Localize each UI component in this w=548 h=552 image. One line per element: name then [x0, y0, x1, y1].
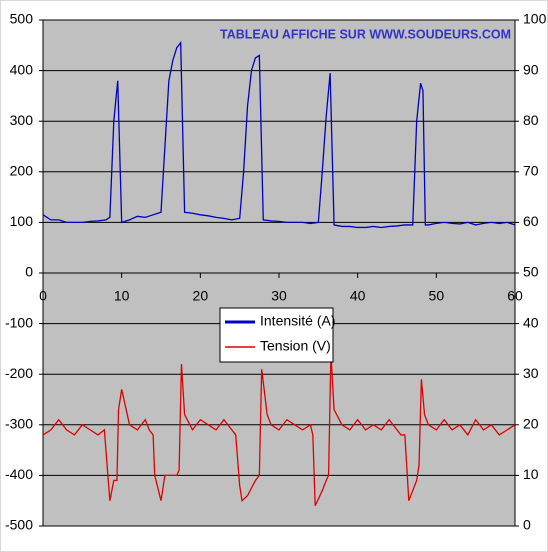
series-line: [42, 40, 516, 229]
y-tick-label: 0: [25, 264, 33, 280]
series-line: [42, 353, 516, 507]
x-tick-label: 10: [114, 288, 130, 304]
y-tick-label: -200: [5, 365, 33, 381]
y-tick-label: 300: [10, 112, 34, 128]
x-tick-label: 60: [507, 288, 523, 304]
y-tick-label: 500: [10, 11, 34, 27]
y-tick-label: 100: [10, 213, 34, 229]
y2-tick-label: 50: [523, 264, 539, 280]
y2-tick-label: 70: [523, 163, 539, 179]
y2-tick-label: 100: [523, 11, 547, 27]
legend-label: Tension (V): [260, 338, 331, 354]
y2-tick-label: 90: [523, 61, 539, 77]
y2-tick-label: 0: [523, 517, 531, 533]
y-tick-label: -400: [5, 466, 33, 482]
y2-tick-label: 20: [523, 416, 539, 432]
x-tick-label: 20: [193, 288, 209, 304]
y-tick-label: -100: [5, 314, 33, 330]
x-tick-label: 40: [350, 288, 366, 304]
y-tick-label: 200: [10, 163, 34, 179]
x-tick-label: 30: [271, 288, 287, 304]
annotation: TABLEAU AFFICHE SUR WWW.SOUDEURS.COM: [220, 27, 511, 41]
legend-label: Intensité (A): [260, 313, 335, 329]
y-tick-label: 400: [10, 61, 34, 77]
y-tick-label: -500: [5, 517, 33, 533]
y2-tick-label: 10: [523, 466, 539, 482]
y2-tick-label: 80: [523, 112, 539, 128]
y2-tick-label: 60: [523, 213, 539, 229]
y2-tick-label: 30: [523, 365, 539, 381]
x-tick-label: 0: [39, 288, 47, 304]
y-tick-label: -300: [5, 416, 33, 432]
y2-tick-label: 40: [523, 314, 539, 330]
legend-box: [219, 307, 334, 363]
x-tick-label: 50: [429, 288, 445, 304]
